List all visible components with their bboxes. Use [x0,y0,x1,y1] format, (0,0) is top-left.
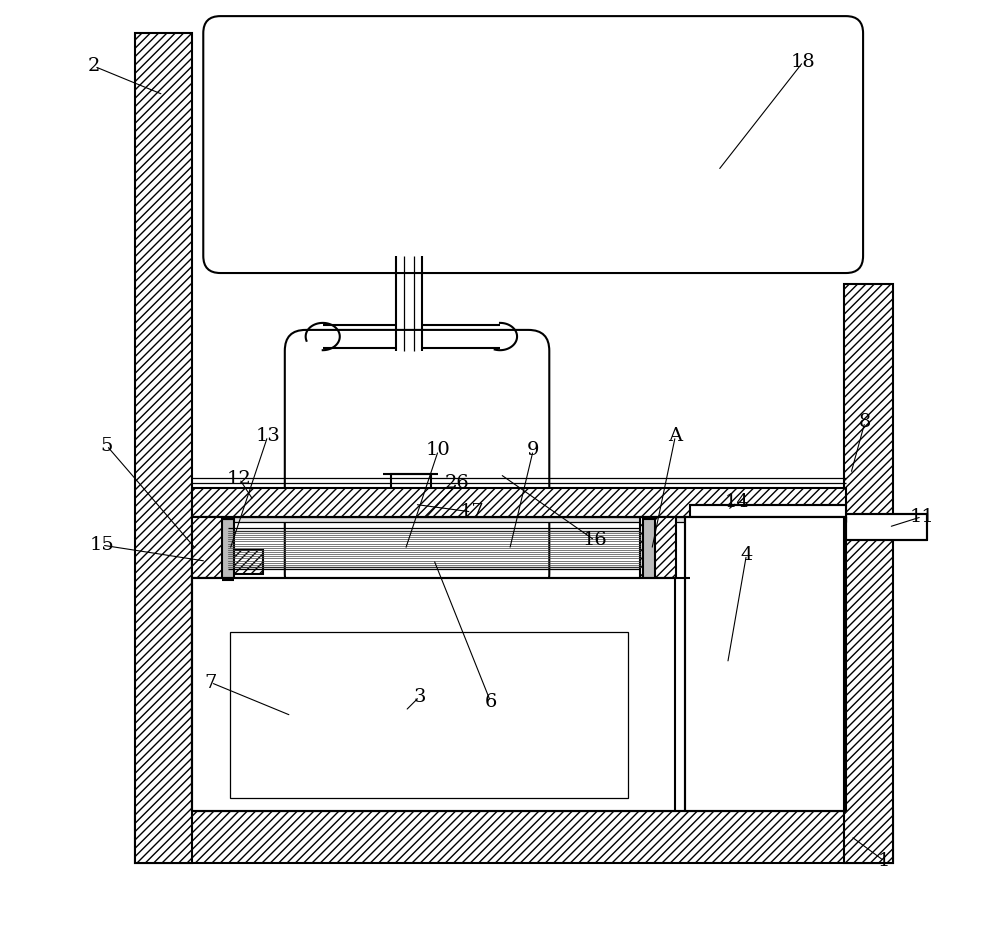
Bar [643,519,655,580]
Bar [135,33,192,863]
Bar [685,517,844,811]
Text: 12: 12 [227,470,252,487]
Text: 26: 26 [445,475,470,492]
Text: 2: 2 [88,58,100,75]
Bar [230,632,628,798]
Bar [192,550,263,574]
Bar [192,517,846,522]
Text: 7: 7 [205,674,217,691]
Bar [192,517,228,578]
Text: 5: 5 [100,437,113,454]
Text: 1: 1 [878,852,890,869]
Bar [192,578,675,811]
Bar [228,531,640,567]
Text: 14: 14 [725,494,749,511]
Text: 15: 15 [89,537,114,554]
Text: 16: 16 [582,532,607,549]
FancyBboxPatch shape [203,16,863,273]
Bar [391,474,431,517]
Text: A: A [668,428,682,445]
Text: 6: 6 [484,693,497,710]
Text: 17: 17 [459,503,484,520]
Bar [135,811,893,863]
Bar [222,519,234,580]
Text: 10: 10 [426,442,451,459]
Text: 13: 13 [255,428,280,445]
Bar [192,488,846,517]
Text: 4: 4 [740,546,753,563]
Text: 11: 11 [909,508,934,525]
Bar [844,284,893,863]
Bar [846,514,927,540]
FancyBboxPatch shape [285,330,549,594]
Bar [690,505,846,517]
Bar [640,517,676,578]
Text: 8: 8 [859,413,871,430]
Text: 9: 9 [527,442,539,459]
Text: 18: 18 [791,53,816,70]
Text: 3: 3 [413,688,426,705]
